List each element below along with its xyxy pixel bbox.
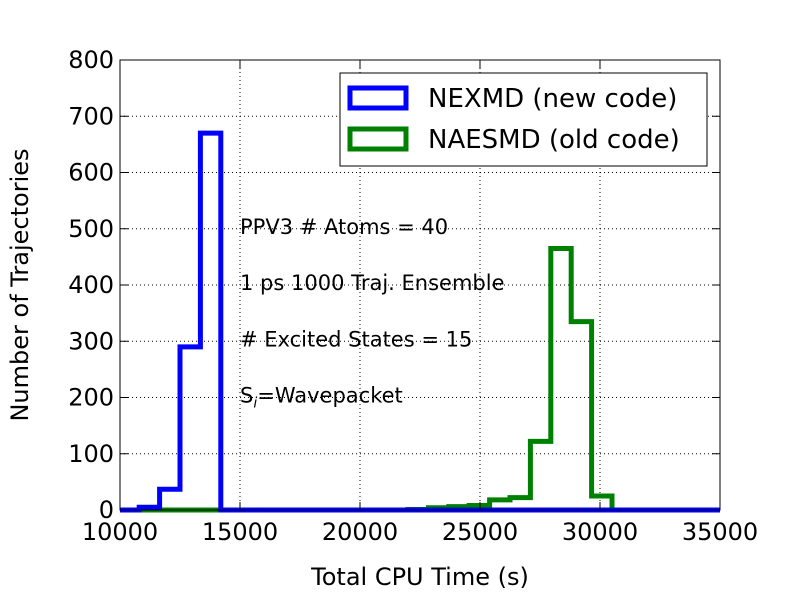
axis-tick-labels: 10000 15000 20000 25000 30000 35000 0 100 200 300… (68, 46, 758, 546)
x-tick-label: 25000 (442, 518, 518, 546)
y-tick-label: 600 (68, 159, 114, 187)
axis-ticks (119, 59, 721, 511)
annotation-0: PPV3 # Atoms = 40 (240, 215, 448, 239)
annotation-3: Si=Wavepacket (240, 384, 403, 412)
x-tick-label: 30000 (562, 518, 638, 546)
y-tick-label: 100 (68, 440, 114, 468)
x-tick-label: 10000 (82, 518, 158, 546)
legend-swatch-naesmd (347, 126, 409, 152)
x-tick-label: 35000 (682, 518, 758, 546)
annotation-2: # Excited States = 15 (240, 327, 472, 351)
x-tick-label: 15000 (202, 518, 278, 546)
legend: NEXMD (new code) NAESMD (old code) (339, 72, 708, 167)
y-tick-label: 300 (68, 327, 114, 355)
annotations: PPV3 # Atoms = 40 1 ps 1000 Traj. Ensembl… (240, 215, 505, 412)
y-tick-label: 500 (68, 215, 114, 243)
annotation-1: 1 ps 1000 Traj. Ensemble (240, 271, 505, 295)
x-tick-label: 20000 (322, 518, 398, 546)
y-tick-label: 0 (99, 496, 114, 524)
legend-label-nexmd: NEXMD (new code) (428, 84, 677, 114)
y-tick-label: 400 (68, 271, 114, 299)
legend-swatch-nexmd (347, 85, 409, 111)
x-axis-label: Total CPU Time (s) (310, 563, 529, 591)
y-tick-label: 700 (68, 102, 114, 130)
y-axis-label: Number of Trajectories (6, 148, 34, 421)
y-tick-label: 200 (68, 384, 114, 412)
legend-label-naesmd: NAESMD (old code) (428, 125, 680, 155)
y-tick-label: 800 (68, 46, 114, 74)
